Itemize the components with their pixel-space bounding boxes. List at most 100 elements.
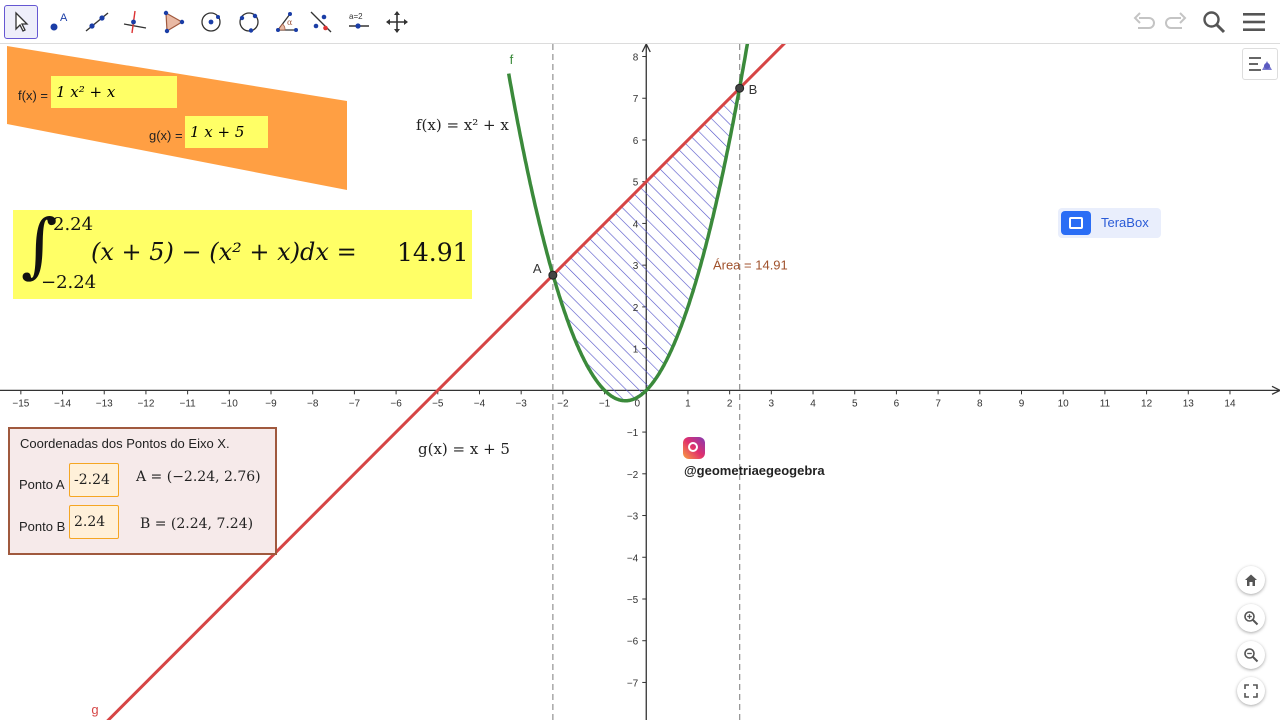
y-tick-label: 3: [633, 261, 639, 272]
x-tick-label: −6: [390, 398, 402, 409]
point-icon: A: [50, 12, 68, 31]
line-icon: [85, 12, 109, 32]
instagram-icon: [683, 437, 705, 459]
point-a-coordinates: A = (−2.24, 2.76): [136, 469, 261, 485]
move-tool[interactable]: [4, 5, 38, 39]
x-tick-label: 7: [935, 398, 941, 409]
svg-text:α: α: [287, 18, 293, 27]
x-tick-label: 13: [1183, 398, 1195, 409]
zoom-in-button[interactable]: [1237, 604, 1265, 632]
integral-lower-limit: −2.24: [41, 272, 97, 293]
g-input-label: g(x) =: [149, 128, 183, 143]
f-input-field[interactable]: 1 x² + x: [51, 76, 177, 108]
integral-sign-icon: ∫: [21, 204, 58, 286]
x-tick-label: −15: [12, 398, 29, 409]
circle-three-points-icon: [239, 12, 259, 33]
x-tick-label: −9: [265, 398, 277, 409]
y-tick-label: 1: [633, 345, 639, 356]
home-button[interactable]: [1237, 566, 1265, 594]
y-tick-label: 8: [633, 53, 639, 64]
f-curve-label: f: [510, 52, 514, 67]
y-tick-label: −1: [627, 428, 639, 439]
search-icon: [1203, 11, 1226, 34]
reflect-tool[interactable]: [304, 5, 338, 39]
y-axis-arrow-icon: [641, 44, 651, 53]
g-line-label: g: [91, 702, 98, 717]
x-tick-label: −13: [96, 398, 113, 409]
line-tool[interactable]: [80, 5, 114, 39]
redo-button[interactable]: [1162, 8, 1190, 36]
g-line[interactable]: [83, 44, 829, 720]
angle-icon: α: [276, 12, 298, 32]
polygon-tool[interactable]: [156, 5, 190, 39]
x-tick-label: −10: [221, 398, 238, 409]
fullscreen-button[interactable]: [1237, 677, 1265, 705]
y-tick-label: 6: [633, 136, 639, 147]
move-arrows-icon: [386, 11, 408, 33]
y-tick-label: 7: [633, 94, 639, 105]
instagram-handle: @geometriaegeogebra: [684, 463, 825, 478]
point-a[interactable]: [548, 270, 558, 280]
home-icon: [1245, 574, 1257, 586]
fullscreen-icon: [1244, 684, 1258, 698]
point-a-input[interactable]: -2.24: [69, 463, 119, 497]
toolbar: A α a=2: [0, 0, 1280, 44]
x-tick-label: 1: [685, 398, 691, 409]
undo-icon: [1133, 12, 1155, 29]
integral-upper-limit: 2.24: [53, 214, 94, 235]
point-b[interactable]: [735, 83, 745, 93]
g-input-field[interactable]: 1 x + 5: [185, 116, 268, 148]
search-button[interactable]: [1200, 8, 1228, 36]
svg-text:a=2: a=2: [349, 12, 363, 21]
g-expression-label: g(x) = x + 5: [418, 440, 510, 458]
x-tick-label: −3: [515, 398, 527, 409]
x-tick-label: 4: [810, 398, 816, 409]
style-bar-icon: [1249, 57, 1272, 71]
point-tool[interactable]: A: [42, 5, 76, 39]
circle-through-points-tool[interactable]: [232, 5, 266, 39]
y-tick-label: −7: [627, 678, 639, 689]
point-b-input[interactable]: 2.24: [69, 505, 119, 539]
y-tick-label: −3: [627, 512, 639, 523]
integral-result: 14.91: [397, 238, 469, 267]
zoom-out-icon: [1244, 648, 1259, 663]
svg-text:A: A: [60, 12, 68, 24]
terabox-button[interactable]: TeraBox: [1058, 208, 1161, 238]
circle-icon: [201, 12, 221, 32]
slider-tool[interactable]: a=2: [342, 5, 376, 39]
graphics-view[interactable]: −15 −14 −13 −12 −11 −10 −9 −8 −7 −6 −5 −4 −3 −2 −1 0 1 2 3…: [0, 44, 1280, 720]
cursor-arrow-icon: [15, 11, 29, 32]
y-tick-label: 2: [633, 303, 639, 314]
x-tick-label: −11: [180, 398, 197, 409]
y-tick-label: −6: [627, 637, 639, 648]
menu-button[interactable]: [1240, 8, 1268, 36]
point-b-input-label: Ponto B: [19, 519, 66, 534]
area-label: Área = 14.91: [713, 257, 788, 272]
y-tick-label: −4: [627, 553, 639, 564]
perpendicular-icon: [123, 10, 147, 34]
f-expression-label: f(x) = x² + x: [416, 116, 509, 134]
undo-button[interactable]: [1130, 8, 1158, 36]
x-tick-label: 6: [894, 398, 900, 409]
x-tick-label: 3: [769, 398, 775, 409]
x-tick-label: −1: [599, 398, 611, 409]
y-tick-label: −5: [627, 595, 639, 606]
x-axis-arrow-icon: [1271, 385, 1280, 395]
x-tick-label: −8: [307, 398, 319, 409]
y-tick-label: 4: [633, 219, 639, 230]
style-bar-toggle[interactable]: [1242, 48, 1278, 80]
point-a-input-label: Ponto A: [19, 477, 65, 492]
x-tick-label: 0: [634, 398, 640, 409]
perpendicular-line-tool[interactable]: [118, 5, 152, 39]
zoom-out-button[interactable]: [1237, 641, 1265, 669]
y-tick-label: −2: [627, 470, 639, 481]
f-curve[interactable]: [506, 44, 761, 403]
circle-tool[interactable]: [194, 5, 228, 39]
x-tick-label: −2: [557, 398, 569, 409]
f-input-label: f(x) =: [18, 88, 48, 103]
x-tick-label: 2: [727, 398, 733, 409]
move-graphics-view-tool[interactable]: [380, 5, 414, 39]
x-tick-label: 14: [1224, 398, 1236, 409]
angle-tool[interactable]: α: [270, 5, 304, 39]
integral-integrand: (x + 5) − (x² + x)dx =: [91, 238, 357, 266]
